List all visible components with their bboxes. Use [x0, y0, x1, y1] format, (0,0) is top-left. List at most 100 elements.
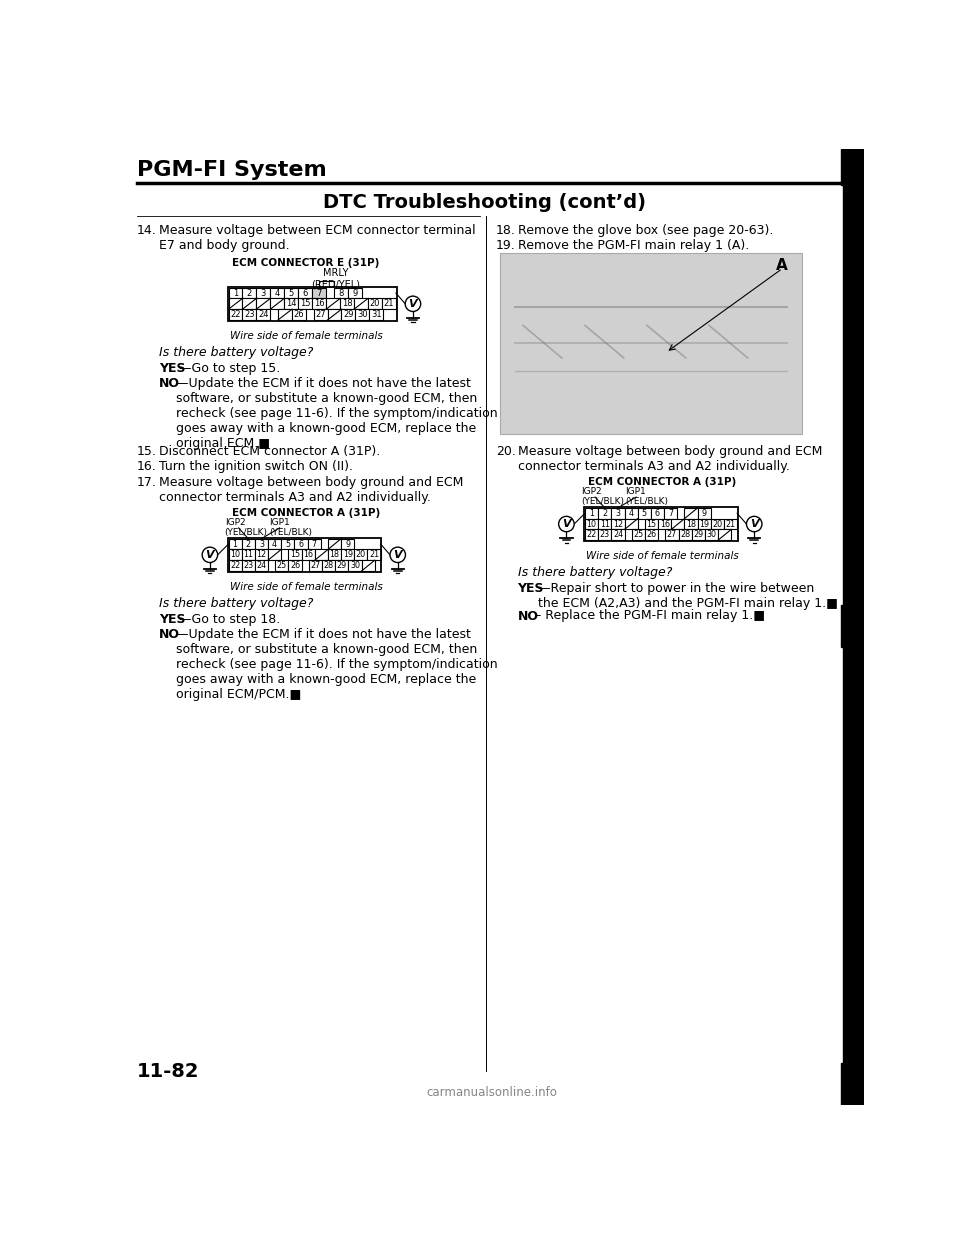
Text: 10: 10	[587, 519, 596, 529]
Bar	[637, 508, 651, 519]
Text: 1: 1	[233, 288, 238, 298]
Text: 9: 9	[346, 539, 350, 549]
Text: – Replace the PGM-FI main relay 1.■: – Replace the PGM-FI main relay 1.■	[535, 610, 764, 622]
Bar	[370, 309, 383, 320]
Bar	[632, 529, 645, 540]
Text: Wire side of female terminals: Wire side of female terminals	[229, 581, 382, 591]
Text: 7: 7	[317, 288, 322, 298]
Text: 11: 11	[243, 550, 253, 559]
Bar	[271, 288, 284, 298]
Text: YES: YES	[517, 581, 544, 595]
Bar	[368, 549, 381, 560]
Text: 29: 29	[693, 530, 704, 539]
Text: 22: 22	[230, 561, 240, 570]
Text: V: V	[205, 550, 214, 560]
Bar	[307, 539, 321, 549]
Bar	[243, 288, 256, 298]
Polygon shape	[841, 1063, 864, 1105]
Text: —Repair short to power in the wire between
the ECM (A2,A3) and the PGM-FI main r: —Repair short to power in the wire betwe…	[538, 581, 837, 610]
Text: IGP2
(YEL/BLK): IGP2 (YEL/BLK)	[581, 487, 624, 507]
Text: 11: 11	[600, 519, 610, 529]
Text: Turn the ignition switch ON (II).: Turn the ignition switch ON (II).	[158, 460, 352, 473]
Text: 15: 15	[290, 550, 300, 559]
Bar	[612, 529, 625, 540]
Text: DTC Troubleshooting (cont’d): DTC Troubleshooting (cont’d)	[323, 193, 646, 212]
Bar	[355, 309, 370, 320]
Bar	[254, 560, 268, 571]
Bar	[228, 288, 243, 298]
Text: 4: 4	[629, 509, 634, 518]
Bar	[309, 560, 322, 571]
Text: 20.: 20.	[496, 445, 516, 458]
Text: 6: 6	[302, 288, 308, 298]
Text: 8: 8	[338, 288, 344, 298]
Bar	[718, 529, 732, 540]
Text: NO: NO	[517, 610, 539, 622]
Text: 21: 21	[369, 550, 379, 559]
Text: —Update the ECM if it does not have the latest
software, or substitute a known-g: —Update the ECM if it does not have the …	[176, 628, 497, 700]
Text: 9: 9	[702, 509, 707, 518]
Bar	[228, 539, 242, 549]
Text: YES: YES	[158, 361, 185, 375]
Text: 19: 19	[343, 550, 352, 559]
Bar	[598, 508, 612, 519]
Text: V: V	[750, 519, 758, 529]
Text: 18: 18	[342, 299, 352, 308]
Bar	[612, 508, 625, 519]
Text: 28: 28	[680, 530, 690, 539]
Text: 16: 16	[660, 519, 670, 529]
Text: 25: 25	[276, 561, 287, 570]
Bar	[228, 309, 243, 320]
Text: 3: 3	[615, 509, 620, 518]
Bar	[598, 529, 612, 540]
Bar	[724, 519, 737, 529]
Text: IGP1
(YEL/BLK): IGP1 (YEL/BLK)	[269, 518, 312, 538]
Text: 19.: 19.	[496, 240, 516, 252]
Text: 2: 2	[602, 509, 608, 518]
Bar	[327, 309, 342, 320]
Text: 5: 5	[289, 288, 294, 298]
Text: ECM CONNECTOR E (31P): ECM CONNECTOR E (31P)	[232, 257, 380, 267]
Bar	[340, 298, 354, 309]
Bar	[228, 287, 396, 320]
Text: 14: 14	[286, 299, 297, 308]
Bar	[276, 560, 288, 571]
Bar	[281, 539, 295, 549]
Bar	[710, 519, 724, 529]
Bar	[368, 298, 382, 309]
Text: 5: 5	[641, 509, 647, 518]
Text: 27: 27	[310, 561, 321, 570]
Text: 12: 12	[612, 519, 623, 529]
Bar	[354, 549, 368, 560]
Text: A: A	[777, 257, 788, 272]
Bar	[684, 519, 698, 529]
Text: ECM CONNECTOR A (31P): ECM CONNECTOR A (31P)	[588, 477, 736, 487]
Text: 24: 24	[258, 310, 269, 319]
Text: 15: 15	[300, 299, 310, 308]
Bar	[256, 288, 271, 298]
Bar	[228, 560, 242, 571]
Text: 1: 1	[232, 539, 237, 549]
Text: 2: 2	[247, 288, 252, 298]
Text: Measure voltage between body ground and ECM
connector terminals A3 and A2 indivi: Measure voltage between body ground and …	[158, 476, 463, 503]
Text: IGP2
(YEL/BLK): IGP2 (YEL/BLK)	[225, 518, 268, 538]
Circle shape	[390, 548, 405, 563]
Bar	[679, 529, 692, 540]
Bar	[664, 508, 677, 519]
Bar	[312, 298, 326, 309]
Text: Is there battery voltage?: Is there battery voltage?	[158, 347, 313, 359]
Text: 15.: 15.	[137, 445, 156, 458]
Text: 6: 6	[299, 539, 303, 549]
Text: 1: 1	[589, 509, 594, 518]
Text: 6: 6	[655, 509, 660, 518]
Text: 27: 27	[667, 530, 677, 539]
Bar	[698, 519, 710, 529]
Bar	[268, 549, 281, 560]
Text: 11-82: 11-82	[137, 1062, 200, 1081]
Text: 18.: 18.	[496, 224, 516, 237]
Bar	[692, 529, 705, 540]
Bar	[278, 309, 292, 320]
Text: 23: 23	[244, 310, 254, 319]
Bar	[314, 309, 327, 320]
Bar	[242, 539, 254, 549]
